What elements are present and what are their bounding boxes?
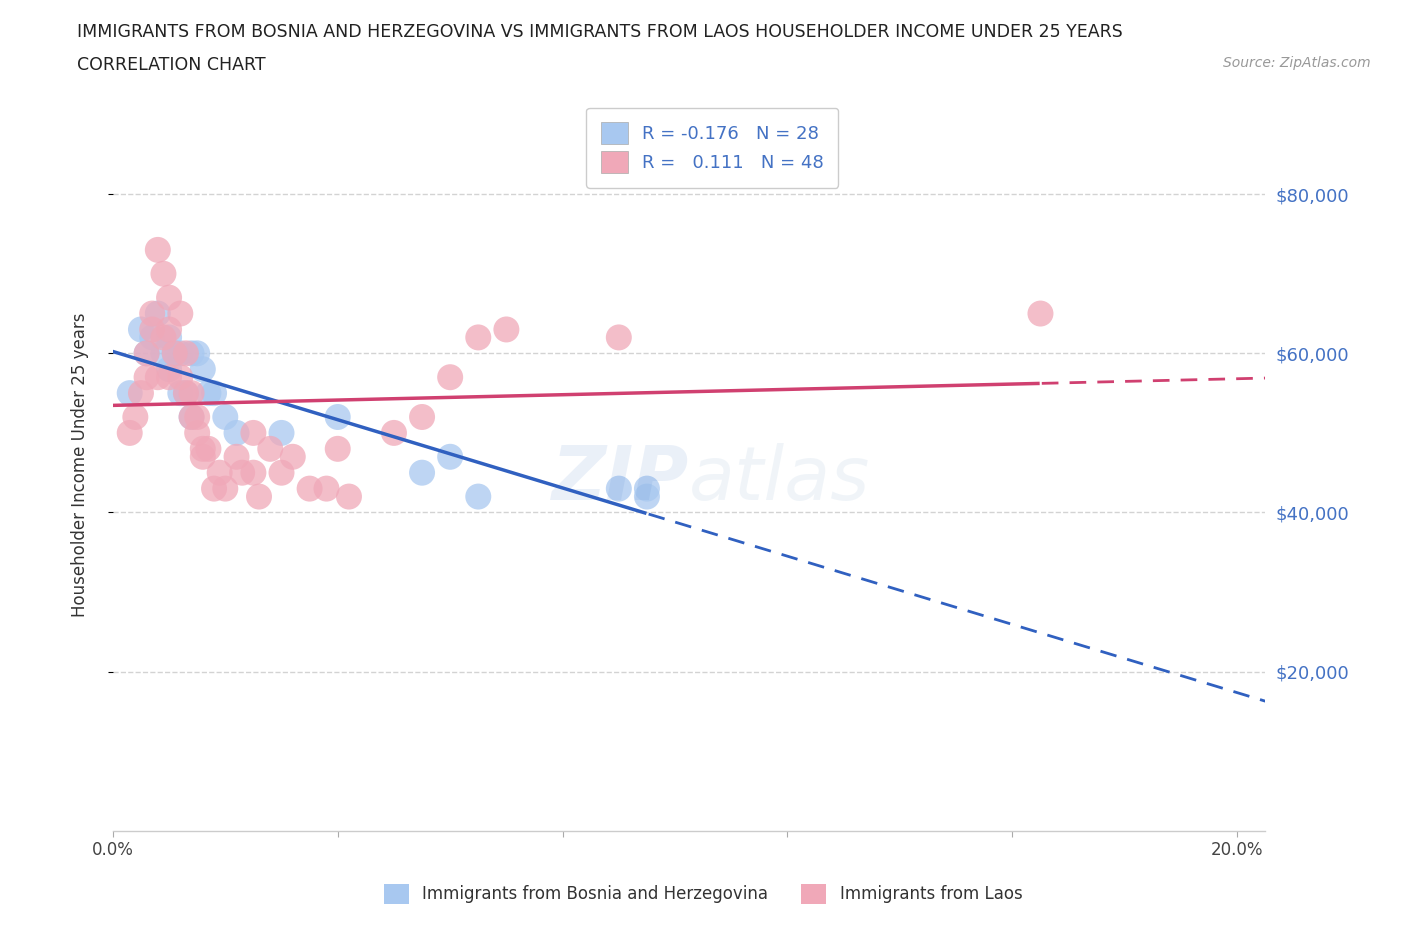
Point [197,386,219,401]
Point [495,322,517,337]
Point [337,489,360,504]
Point [247,489,270,504]
Point [157,330,180,345]
Point [152,330,174,345]
Point [180,409,202,424]
Point [208,465,231,480]
Point [135,346,157,361]
Point [439,449,461,464]
Point [174,346,197,361]
Point [180,346,202,361]
Point [214,409,236,424]
Point [202,481,225,496]
Point [326,409,349,424]
Point [135,346,157,361]
Point [152,266,174,281]
Point [186,425,208,440]
Point [214,481,236,496]
Point [169,346,191,361]
Point [607,330,630,345]
Point [191,449,214,464]
Point [157,290,180,305]
Point [231,465,253,480]
Point [141,322,163,337]
Text: IMMIGRANTS FROM BOSNIA AND HERZEGOVINA VS IMMIGRANTS FROM LAOS HOUSEHOLDER INCOM: IMMIGRANTS FROM BOSNIA AND HERZEGOVINA V… [77,23,1123,41]
Point [281,449,304,464]
Legend: R = -0.176   N = 28, R =   0.111   N = 48: R = -0.176 N = 28, R = 0.111 N = 48 [586,108,838,188]
Point [242,465,264,480]
Point [129,322,152,337]
Point [141,306,163,321]
Point [186,346,208,361]
Point [157,370,180,385]
Point [174,386,197,401]
Point [180,386,202,401]
Point [157,322,180,337]
Point [118,425,141,440]
Point [315,481,337,496]
Point [439,370,461,385]
Point [163,346,186,361]
Point [169,306,191,321]
Point [270,465,292,480]
Point [202,386,225,401]
Text: CORRELATION CHART: CORRELATION CHART [77,56,266,73]
Point [157,362,180,377]
Point [636,489,658,504]
Point [411,409,433,424]
Point [382,425,405,440]
Point [146,306,169,321]
Point [607,481,630,496]
Point [180,409,202,424]
Point [1029,306,1052,321]
Point [298,481,321,496]
Point [191,442,214,457]
Point [270,425,292,440]
Point [146,370,169,385]
Point [326,442,349,457]
Point [129,386,152,401]
Point [141,330,163,345]
Text: atlas: atlas [689,444,870,515]
Point [118,386,141,401]
Point [411,465,433,480]
Legend: Immigrants from Bosnia and Herzegovina, Immigrants from Laos: Immigrants from Bosnia and Herzegovina, … [377,877,1029,910]
Point [124,409,146,424]
Point [169,370,191,385]
Point [467,489,489,504]
Point [467,330,489,345]
Point [174,386,197,401]
Point [225,425,247,440]
Point [135,370,157,385]
Text: Source: ZipAtlas.com: Source: ZipAtlas.com [1223,56,1371,70]
Point [163,346,186,361]
Point [146,243,169,258]
Point [225,449,247,464]
Point [186,409,208,424]
Point [169,386,191,401]
Point [636,481,658,496]
Text: ZIP: ZIP [551,443,689,516]
Y-axis label: Householder Income Under 25 years: Householder Income Under 25 years [72,312,89,617]
Point [197,442,219,457]
Point [191,362,214,377]
Point [152,346,174,361]
Point [259,442,281,457]
Point [242,425,264,440]
